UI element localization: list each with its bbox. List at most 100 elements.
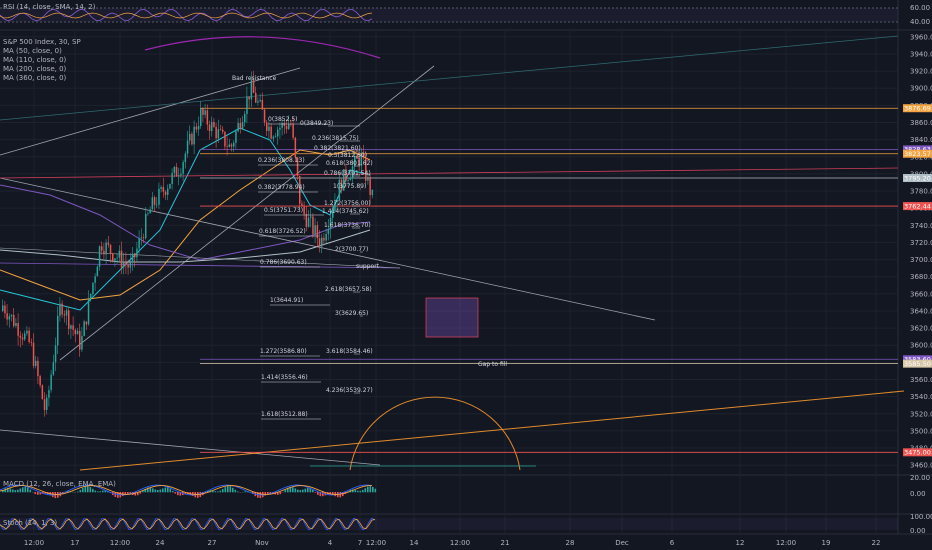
candle-body bbox=[52, 362, 55, 375]
price-tag-box bbox=[903, 202, 932, 211]
trendline-orange bbox=[79, 390, 905, 471]
candle-body bbox=[257, 101, 259, 103]
time-tick-label: 22 bbox=[872, 539, 881, 547]
candle-body bbox=[268, 126, 270, 131]
candle-body bbox=[76, 330, 79, 335]
candle-body bbox=[171, 173, 173, 184]
price-tick-label: 3540.00 bbox=[910, 393, 932, 401]
candle-body bbox=[351, 166, 354, 178]
candle-body bbox=[149, 209, 151, 214]
fib-lower-label: 0.382(3778.94) bbox=[258, 184, 305, 191]
macd-hist-bar bbox=[67, 491, 69, 493]
candle-body bbox=[107, 242, 110, 245]
macd-hist-bar bbox=[222, 488, 224, 493]
candle-body bbox=[316, 225, 319, 239]
rsi-tick-label: 40.00 bbox=[910, 18, 930, 26]
price-tick-label: 3940.00 bbox=[910, 50, 932, 58]
time-tick-label: 6 bbox=[670, 539, 675, 547]
macd-hist-bar bbox=[244, 491, 247, 493]
candle-body bbox=[6, 313, 8, 320]
macd-hist-bar bbox=[362, 489, 364, 493]
time-tick-label: 12 bbox=[736, 539, 745, 547]
candle-body bbox=[87, 298, 90, 325]
candle-body bbox=[94, 276, 96, 283]
candle-body bbox=[252, 80, 255, 93]
candle-body bbox=[112, 253, 114, 261]
annotation-label: support bbox=[356, 263, 380, 270]
candle-body bbox=[142, 237, 145, 239]
candle-body bbox=[202, 108, 204, 115]
candle-body bbox=[136, 248, 138, 258]
candle-body bbox=[50, 374, 52, 391]
ma110-label[interactable]: MA (110, close, 0) bbox=[3, 56, 67, 64]
ma50-label[interactable]: MA (50, close, 0) bbox=[3, 47, 62, 55]
candle-body bbox=[347, 180, 349, 181]
macd-hist-bar bbox=[102, 490, 104, 493]
rsi-arc bbox=[144, 36, 381, 59]
ma360-label[interactable]: MA (360, close, 0) bbox=[3, 74, 67, 82]
macd-hist-bar bbox=[322, 492, 324, 497]
candle-body bbox=[24, 333, 26, 340]
price-tag-label: 3762.44 bbox=[904, 202, 931, 210]
candle-body bbox=[156, 204, 158, 206]
candle-body bbox=[356, 156, 358, 159]
candle-body bbox=[81, 336, 83, 350]
macd-hist-bar bbox=[82, 487, 84, 493]
candle-body bbox=[4, 305, 6, 314]
time-tick-label: 12:00 bbox=[110, 539, 130, 547]
macd-hist-bar bbox=[92, 488, 94, 493]
candle-body bbox=[305, 214, 308, 227]
candle-body bbox=[65, 310, 68, 316]
candle-body bbox=[261, 99, 264, 110]
candle-body bbox=[250, 80, 253, 100]
macd-hist-bar bbox=[147, 487, 149, 493]
macd-hist-bar bbox=[197, 492, 199, 498]
candle-body bbox=[204, 110, 206, 115]
trendline-mid bbox=[0, 247, 401, 269]
candle-body bbox=[239, 122, 242, 129]
stoch-label: Stoch (14, 1, 3) bbox=[3, 519, 58, 527]
candle-body bbox=[321, 237, 323, 247]
macd-label: MACD (12, 26, close, EMA, EMA) bbox=[3, 480, 116, 488]
candle-body bbox=[217, 129, 220, 139]
time-tick-label: 4 bbox=[328, 539, 333, 547]
candle-body bbox=[74, 329, 77, 335]
candle-body bbox=[72, 325, 74, 330]
candle-body bbox=[140, 237, 143, 239]
candle-body bbox=[129, 262, 132, 268]
price-tag-label: 3475.00 bbox=[904, 449, 931, 457]
candle-body bbox=[180, 173, 182, 176]
annotation-label: Gap to fill bbox=[478, 361, 507, 368]
signal-line bbox=[0, 485, 373, 495]
candle-body bbox=[235, 131, 237, 143]
candle-body bbox=[98, 246, 101, 267]
candle-body bbox=[162, 187, 165, 192]
candle-body bbox=[184, 153, 187, 163]
macd-hist-bar bbox=[162, 488, 164, 493]
macd-hist-bar bbox=[9, 488, 12, 493]
price-tag-label: 3823.57 bbox=[904, 150, 931, 158]
macd-hist-bar bbox=[29, 489, 32, 493]
candle-body bbox=[46, 397, 48, 410]
macd-hist-bar bbox=[22, 487, 24, 493]
macd-hist-bar bbox=[217, 491, 219, 493]
symbol-label[interactable]: S&P 500 Index, 30, SP bbox=[3, 38, 81, 46]
macd-hist-bar bbox=[269, 492, 272, 494]
candle-body bbox=[21, 337, 24, 340]
price-tag-box bbox=[903, 448, 932, 457]
macd-hist-bar bbox=[24, 486, 27, 493]
price-tick-label: 3780.00 bbox=[910, 188, 932, 196]
ma200-label[interactable]: MA (200, close, 0) bbox=[3, 65, 67, 73]
candle-body bbox=[230, 144, 233, 147]
candle-body bbox=[272, 136, 275, 139]
price-tick-label: 3900.00 bbox=[910, 85, 932, 93]
candle-body bbox=[182, 162, 184, 174]
fib-upper-label: 4.236(3539.27) bbox=[326, 387, 373, 394]
fib-lower-label: 1.272(3586.80) bbox=[260, 348, 307, 355]
macd-hist-bar bbox=[372, 486, 374, 493]
macd-hist-bar bbox=[297, 489, 299, 493]
candle-body bbox=[340, 179, 343, 191]
macd-hist-bar bbox=[139, 492, 142, 494]
candle-body bbox=[299, 175, 301, 204]
